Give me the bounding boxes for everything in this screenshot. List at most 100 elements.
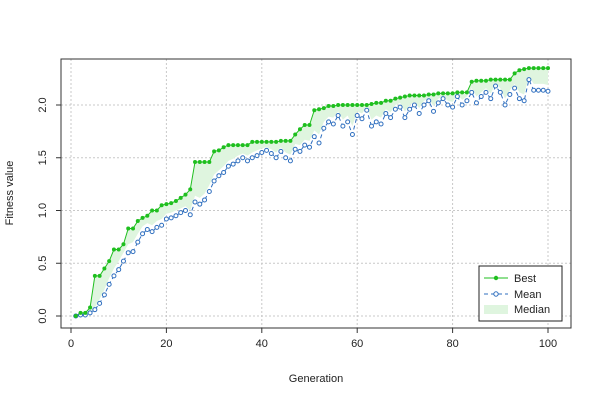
best-point	[512, 71, 517, 76]
mean-point	[407, 106, 413, 112]
best-point	[73, 314, 78, 318]
mean-point	[321, 125, 327, 131]
best-point	[278, 138, 283, 143]
best-point	[436, 91, 441, 96]
mean-point	[302, 142, 308, 148]
best-point	[507, 77, 512, 82]
mean-point	[140, 231, 146, 237]
mean-point	[531, 87, 537, 93]
mean-point	[493, 83, 499, 89]
best-point	[526, 66, 531, 71]
best-point	[202, 159, 207, 164]
mean-point	[540, 87, 546, 93]
x-tick-label: 0	[68, 338, 74, 350]
mean-point	[507, 91, 513, 97]
mean-point	[182, 208, 188, 213]
best-point	[493, 77, 498, 82]
mean-point	[173, 213, 179, 219]
best-point	[154, 208, 159, 213]
best-point	[326, 104, 331, 109]
mean-point	[426, 98, 432, 104]
mean-point	[92, 307, 98, 313]
legend-median-swatch	[484, 305, 508, 314]
mean-point	[421, 102, 427, 108]
best-point	[212, 149, 217, 154]
legend-mean-label: Mean	[514, 289, 542, 301]
best-point	[159, 203, 164, 208]
best-point	[307, 123, 312, 128]
mean-point	[445, 102, 451, 108]
best-point	[383, 98, 388, 103]
mean-point	[526, 77, 532, 83]
mean-point	[187, 212, 193, 218]
best-point	[97, 273, 102, 278]
mean-point	[235, 158, 241, 164]
mean-point	[521, 98, 527, 104]
best-point	[531, 66, 536, 71]
mean-point	[383, 110, 389, 116]
best-point	[359, 103, 364, 107]
mean-point	[469, 89, 475, 95]
legend-mean-marker	[493, 291, 499, 297]
mean-point	[392, 106, 398, 112]
best-point	[321, 106, 326, 111]
best-point	[345, 103, 350, 107]
mean-point	[283, 155, 289, 161]
best-point	[455, 90, 460, 95]
best-point	[288, 138, 293, 143]
best-point	[88, 305, 93, 310]
best-point	[517, 68, 522, 73]
mean-point	[221, 170, 227, 176]
best-point	[135, 219, 140, 224]
best-point	[355, 103, 360, 107]
mean-point	[240, 155, 246, 161]
best-point	[240, 143, 245, 148]
best-point	[546, 66, 550, 71]
mean-point	[516, 96, 522, 102]
x-tick-label: 80	[446, 338, 458, 350]
mean-point	[130, 249, 136, 255]
best-point	[116, 247, 121, 252]
best-point	[169, 201, 174, 206]
best-point	[164, 202, 169, 207]
best-point	[92, 273, 97, 278]
y-tick-label: 0.0	[37, 308, 49, 323]
mean-point	[335, 113, 341, 119]
best-point	[193, 159, 198, 164]
x-tick-label: 100	[539, 338, 557, 350]
best-point	[231, 143, 236, 148]
best-point	[78, 310, 83, 315]
best-point	[255, 139, 260, 144]
mean-point	[206, 189, 212, 195]
best-point	[374, 100, 379, 105]
mean-line	[75, 78, 549, 317]
best-point	[102, 266, 107, 271]
best-point	[522, 67, 527, 72]
best-point	[312, 108, 317, 113]
mean-point	[488, 96, 494, 102]
best-point	[197, 159, 202, 164]
best-point	[293, 132, 298, 137]
mean-point	[249, 155, 255, 161]
best-point	[336, 103, 341, 107]
best-point	[150, 208, 155, 213]
legend-median-label: Median	[514, 304, 550, 316]
mean-point	[402, 115, 408, 121]
mean-point	[349, 132, 355, 138]
mean-point	[359, 116, 365, 122]
best-point	[393, 96, 398, 101]
best-point	[283, 138, 288, 143]
best-point	[407, 93, 412, 98]
best-point	[431, 92, 436, 97]
best-point	[417, 93, 422, 98]
best-point	[140, 215, 145, 220]
mean-point	[483, 89, 489, 95]
mean-point	[163, 216, 169, 222]
best-point	[474, 78, 479, 83]
best-point	[131, 226, 136, 231]
mean-point	[454, 94, 460, 100]
y-tick-label: 0.5	[37, 256, 49, 271]
mean-point	[159, 222, 165, 228]
